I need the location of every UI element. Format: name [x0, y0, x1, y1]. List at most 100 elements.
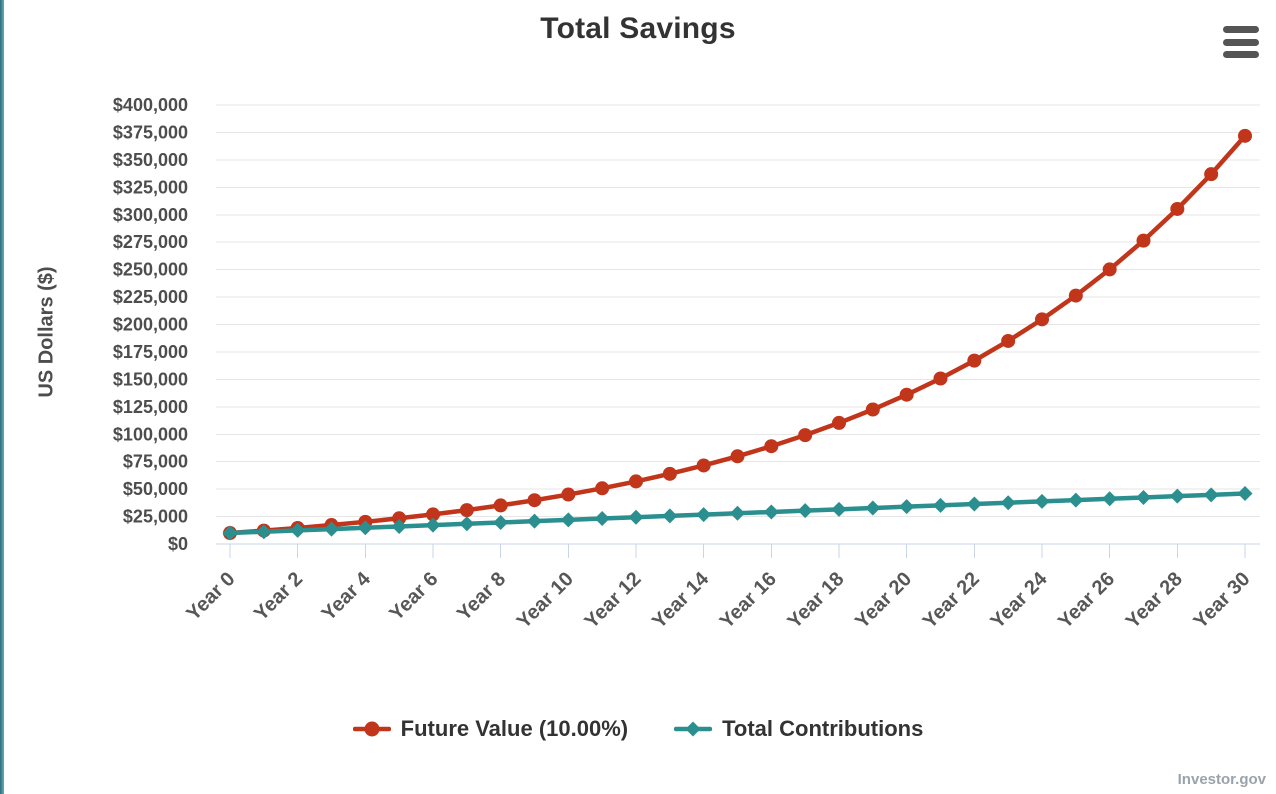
- legend-marker-diamond: [674, 721, 713, 737]
- data-point-marker: [1068, 492, 1084, 508]
- data-point-marker: [1035, 312, 1049, 327]
- x-tick-label: Year 4: [318, 567, 376, 625]
- data-point-marker: [1136, 489, 1151, 505]
- x-tick-label: Year 30: [1189, 568, 1254, 633]
- data-point-marker: [696, 507, 712, 523]
- data-point-marker: [933, 497, 948, 513]
- x-tick-label: Year 22: [919, 568, 984, 633]
- series-future-value-10-00: [223, 128, 1252, 541]
- data-point-marker: [594, 511, 610, 527]
- legend-marker-circle: [352, 721, 391, 737]
- data-point-marker: [967, 353, 982, 368]
- data-point-marker: [629, 474, 643, 489]
- y-tick-label: $375,000: [113, 122, 188, 142]
- x-tick-label: Year 20: [851, 568, 916, 633]
- legend: Future Value (10.00%) Total Contribution…: [0, 716, 1276, 742]
- x-tick-label: Year 12: [580, 568, 645, 633]
- data-point-marker: [290, 522, 306, 538]
- y-tick-label: $75,000: [123, 452, 188, 472]
- credit-link[interactable]: Investor.gov: [1177, 771, 1266, 788]
- data-point-marker: [899, 499, 915, 515]
- data-point-marker: [1170, 201, 1185, 216]
- data-point-marker: [425, 517, 441, 533]
- data-point-marker: [459, 503, 474, 518]
- data-point-marker: [324, 521, 339, 537]
- x-tick-label: Year 16: [716, 568, 781, 633]
- x-tick-label: Year 6: [385, 568, 442, 625]
- y-tick-label: $175,000: [113, 342, 188, 362]
- data-point-marker: [527, 493, 542, 508]
- x-axis: [216, 543, 1260, 558]
- data-point-marker: [493, 514, 509, 530]
- data-point-marker: [1238, 128, 1252, 143]
- gridlines: [216, 104, 1260, 518]
- hamburger-icon: [1223, 51, 1259, 58]
- data-point-marker: [1102, 262, 1117, 277]
- data-point-marker: [1237, 486, 1253, 502]
- data-point-marker: [763, 504, 779, 520]
- chart-menu-button[interactable]: [1223, 26, 1259, 58]
- y-tick-label: $350,000: [113, 150, 188, 170]
- hamburger-icon: [1223, 38, 1259, 46]
- y-tick-label: $275,000: [113, 232, 188, 252]
- data-point-marker: [662, 508, 678, 524]
- y-tick-label: $125,000: [113, 397, 188, 417]
- data-point-marker: [730, 449, 745, 464]
- legend-label: Future Value (10.00%): [400, 716, 629, 741]
- data-point-marker: [797, 503, 813, 519]
- data-point-marker: [595, 481, 610, 496]
- data-point-marker: [1203, 487, 1219, 503]
- y-tick-label: $300,000: [113, 205, 188, 225]
- data-point-marker: [391, 518, 407, 534]
- x-tick-label: Year 10: [513, 568, 578, 633]
- y-tick-label: $325,000: [113, 177, 188, 197]
- data-point-marker: [459, 516, 475, 532]
- data-point-marker: [832, 415, 846, 430]
- x-tick-label: Year 28: [1122, 568, 1187, 633]
- x-tick-label: Year 26: [1054, 568, 1119, 633]
- data-point-marker: [527, 513, 542, 529]
- x-tick-label: Year 0: [182, 568, 239, 625]
- data-point-marker: [865, 500, 881, 516]
- y-tick-label: $100,000: [113, 424, 188, 444]
- accent-stripe: [0, 0, 4, 794]
- data-point-marker: [426, 507, 440, 522]
- data-point-marker: [222, 525, 238, 541]
- y-tick-label: $50,000: [123, 479, 188, 499]
- data-point-marker: [1001, 333, 1016, 348]
- legend-label: Total Contributions: [722, 716, 924, 741]
- legend-item-future-value[interactable]: Future Value (10.00%): [352, 716, 629, 742]
- data-point-marker: [256, 524, 272, 540]
- data-point-marker: [1102, 491, 1118, 507]
- data-point-marker: [662, 466, 677, 481]
- data-point-marker: [1034, 493, 1050, 509]
- data-point-marker: [865, 402, 880, 417]
- x-tick-label: Year 14: [648, 567, 714, 633]
- data-point-marker: [1169, 488, 1185, 504]
- x-tick-label: Year 18: [783, 568, 848, 633]
- x-tick-label: Year 8: [453, 568, 510, 625]
- series-total-contributions: [222, 486, 1253, 541]
- data-point-marker: [357, 520, 373, 536]
- x-tick-label: Year 24: [986, 567, 1052, 633]
- y-tick-label: $225,000: [113, 287, 188, 307]
- data-point-marker: [1000, 495, 1016, 511]
- data-point-marker: [392, 511, 407, 526]
- y-tick-label: $150,000: [113, 369, 188, 389]
- y-tick-label: $25,000: [123, 507, 188, 527]
- x-axis-labels: Year 0 Year 2 Year 4 Year 6 Year 8 Year 10 Yea…: [182, 567, 1254, 633]
- data-point-marker: [561, 487, 576, 502]
- y-tick-label: $250,000: [113, 260, 188, 280]
- y-axis-labels: $0 $25,000 $50,000 $75,000 $100,000 $125,000 $…: [113, 95, 188, 554]
- chart-title: Total Savings: [540, 12, 736, 45]
- hamburger-icon: [1223, 26, 1259, 33]
- data-point-marker: [1136, 233, 1151, 248]
- y-tick-label: $0: [168, 534, 188, 554]
- x-tick-label: Year 2: [250, 568, 307, 625]
- data-point-marker: [1204, 167, 1219, 182]
- legend-item-total-contributions[interactable]: Total Contributions: [674, 716, 923, 742]
- data-point-marker: [764, 439, 779, 454]
- data-point-marker: [966, 496, 982, 512]
